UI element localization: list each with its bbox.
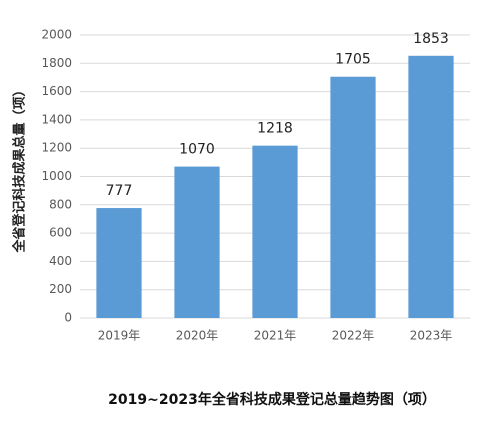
y-tick-label: 1200 [41,141,72,155]
bar [252,145,298,318]
y-tick-label: 1800 [41,56,72,70]
data-label: 1070 [179,142,215,158]
x-tick-label: 2023年 [410,329,453,343]
y-tick-label: 200 [49,282,72,296]
bar [174,166,220,318]
y-tick-label: 1600 [41,84,72,98]
data-label: 1853 [413,31,449,47]
y-tick-label: 1400 [41,112,72,126]
data-label: 1705 [335,52,371,68]
y-tick-label: 1000 [41,169,72,183]
y-tick-label: 2000 [41,28,72,42]
x-tick-label: 2019年 [98,329,141,343]
x-tick-label: 2020年 [176,329,219,343]
data-label: 1218 [257,121,293,137]
y-tick-label: 0 [64,311,72,325]
x-tick-label: 2022年 [332,329,375,343]
y-tick-label: 800 [49,197,72,211]
chart-title: 2019~2023年全省科技成果登记总量趋势图（项） [108,391,436,408]
bar [96,208,142,318]
data-label: 777 [106,183,133,199]
bar [408,55,454,318]
y-axis-label: 全省登记科技成果总量（项） [12,83,28,253]
bar [330,76,376,319]
y-tick-label: 400 [49,254,72,268]
x-tick-label: 2021年 [254,329,297,343]
y-tick-label: 600 [49,226,72,240]
